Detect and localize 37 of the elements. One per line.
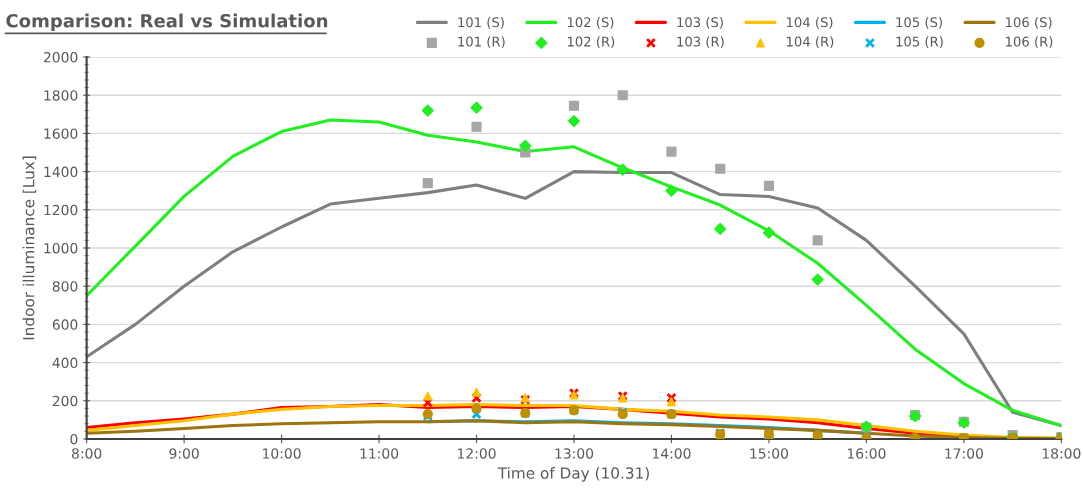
y-tick-label: 200 <box>52 395 78 407</box>
x-tick-label: 18:00 <box>1042 448 1081 459</box>
y-tick-label: 1000 <box>44 242 78 254</box>
y-tick-label: 0 <box>70 433 78 445</box>
x-tick-label: 10:00 <box>263 448 301 459</box>
x-tick-label: 15:00 <box>750 448 789 459</box>
x-tick-label: 17:00 <box>945 448 983 459</box>
legend-label: 106 (R) <box>1006 36 1053 49</box>
y-tick-label: 1200 <box>44 204 78 216</box>
legend-label: 106 (S) <box>1006 17 1052 29</box>
y-tick-label: 1800 <box>44 90 78 101</box>
legend-label: 104 (S) <box>786 17 833 29</box>
y-axis-title: Indoor illuminance [Lux] <box>22 156 37 340</box>
x-tick-label: 16:00 <box>847 448 886 459</box>
x-tick-label: 9:00 <box>169 448 199 459</box>
x-tick-label: 8:00 <box>71 448 102 459</box>
legend-label: 103 (S) <box>677 17 723 29</box>
x-axis-title: Time of Day (10.31) <box>497 466 649 482</box>
legend-label: 104 (R) <box>786 36 834 49</box>
x-tick-label: 13:00 <box>555 448 594 459</box>
x-tick-label: 11:00 <box>360 448 399 459</box>
y-tick-label: 600 <box>52 319 78 330</box>
y-tick-label: 800 <box>52 281 78 292</box>
legend-label: 101 (S) <box>458 17 504 29</box>
y-tick-label: 1400 <box>44 166 78 178</box>
x-tick-label: 12:00 <box>458 448 496 459</box>
x-tick-label: 14:00 <box>652 448 691 459</box>
y-tick-label: 1600 <box>44 128 78 139</box>
y-tick-label: 400 <box>52 357 78 369</box>
legend-label: 102 (R) <box>567 36 615 49</box>
legend-label: 105 (R) <box>896 36 943 49</box>
legend-label: 102 (S) <box>567 17 614 29</box>
legend-label: 101 (R) <box>458 36 505 49</box>
legend-label: 105 (S) <box>896 17 942 29</box>
y-tick-label: 2000 <box>43 52 78 63</box>
legend-label: 103 (R) <box>677 36 724 49</box>
chart-title: Comparison: Real vs Simulation <box>6 13 328 32</box>
